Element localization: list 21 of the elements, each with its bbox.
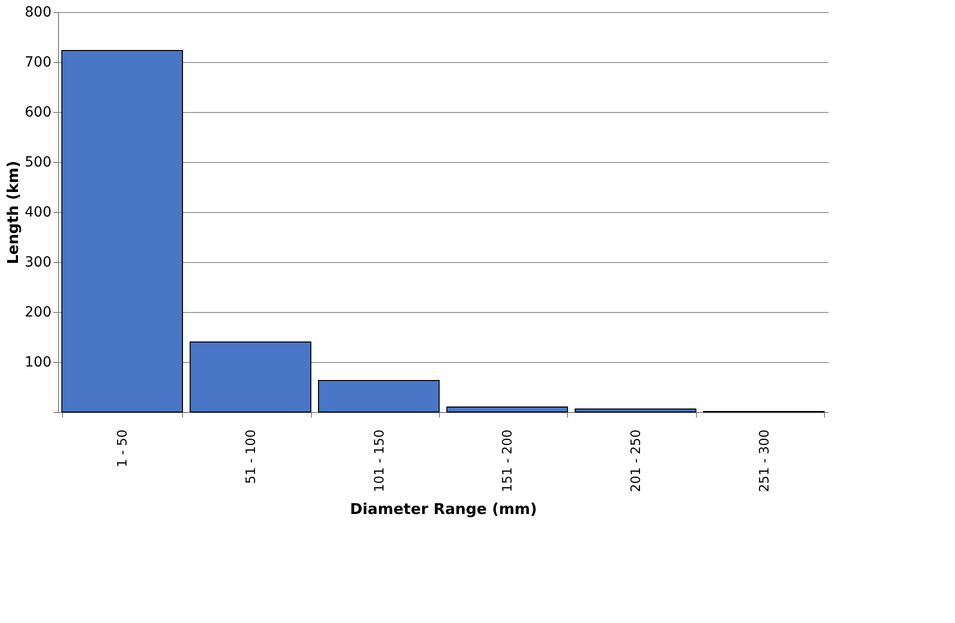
- bar: [318, 380, 440, 412]
- y-axis-title: Length (km): [4, 160, 22, 264]
- y-tick-label: 300: [24, 254, 52, 270]
- x-tick-label: 251 - 300: [757, 430, 772, 492]
- y-tick-label: 400: [24, 204, 52, 220]
- y-tick-label: 700: [24, 54, 52, 70]
- y-tick-label: 100: [24, 354, 52, 370]
- x-tick-label: 201 - 250: [629, 430, 644, 492]
- bar: [61, 50, 183, 412]
- bar: [574, 408, 696, 412]
- y-tick-label: 500: [24, 154, 52, 170]
- y-tick-label: 800: [24, 4, 52, 20]
- x-tick-label: 101 - 150: [372, 430, 388, 492]
- bar: [446, 406, 568, 412]
- y-tick-label: 200: [24, 304, 52, 320]
- bar: [190, 342, 312, 412]
- x-axis-title: Diameter Range (mm): [350, 500, 537, 518]
- x-tick-label: 1 - 50: [116, 430, 131, 468]
- y-tick-label: 600: [24, 104, 52, 120]
- x-tick-label: 151 - 200: [500, 430, 516, 492]
- x-tick-label: 51 - 100: [244, 430, 259, 484]
